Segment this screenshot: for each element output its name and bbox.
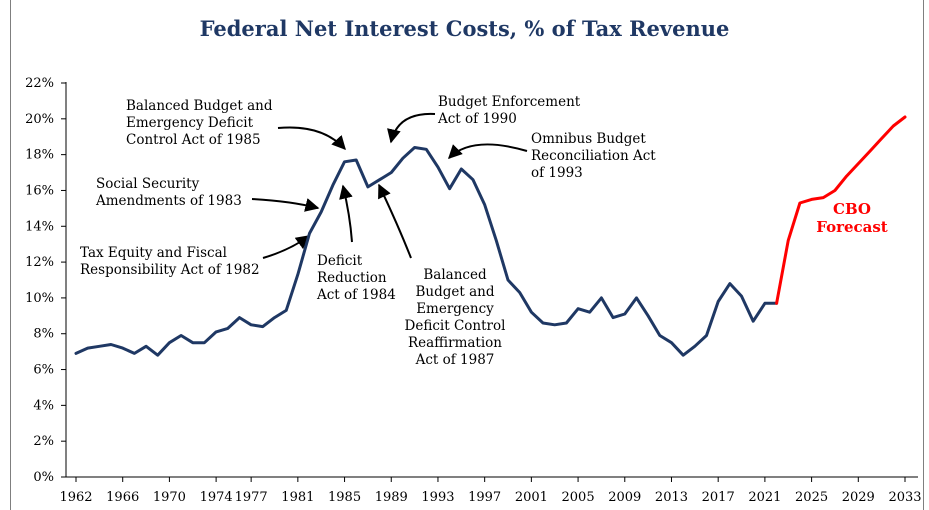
arrow-deficit-reduction-1984 <box>339 184 353 243</box>
arrow-balanced-budget-1985 <box>277 126 346 151</box>
annotation-deficit-reduction-1984: Deficit Reduction Act of 1984 <box>316 253 396 303</box>
x-tick-label: 2001 <box>515 490 548 505</box>
y-tick-label: 12% <box>25 255 54 270</box>
x-tick-label: 1997 <box>468 490 501 505</box>
y-tick-label: 16% <box>25 183 54 198</box>
y-tick-label: 4% <box>33 398 54 413</box>
series-line-forecast <box>775 115 907 305</box>
y-tick-label: 14% <box>25 219 54 234</box>
x-tick-label: 2009 <box>608 490 641 505</box>
y-tick-label: 0% <box>33 470 54 485</box>
y-tick-label: 2% <box>33 434 54 449</box>
x-tick-label: 2025 <box>795 490 828 505</box>
annotation-budget-enforcement-1990: Budget Enforcement Act of 1990 <box>437 94 581 127</box>
arrow-omnibus-budget-1993 <box>448 143 528 159</box>
x-tick-label: 1989 <box>375 490 408 505</box>
chart-title: Federal Net Interest Costs, % of Tax Rev… <box>199 16 730 41</box>
chart-frame <box>10 0 924 510</box>
arrow-budget-enforcement-1990 <box>387 112 436 144</box>
x-tick-label: 2033 <box>888 490 921 505</box>
annotation-balanced-budget-1985: Balanced Budget and Emergency Deficit Cont… <box>126 98 273 148</box>
y-tick-label: 22% <box>25 76 54 91</box>
x-tick-label: 2005 <box>562 490 595 505</box>
arrow-social-security-1983 <box>251 198 320 212</box>
x-tick-label: 1981 <box>281 490 314 505</box>
annotation-bbedc-reaffirmation-1987: Balanced Budget and Emergency Deficit Contr… <box>405 267 506 368</box>
arrow-bbedc-reaffirmation-1987 <box>378 183 412 259</box>
series-line-historical <box>74 146 779 357</box>
x-tick-label: 1993 <box>421 490 454 505</box>
x-tick-label: 2013 <box>655 490 688 505</box>
x-tick-label: 1962 <box>59 490 92 505</box>
annotation-cbo-forecast: CBO Forecast <box>816 200 888 236</box>
y-tick-label: 18% <box>25 148 54 163</box>
y-tick-label: 20% <box>25 112 54 127</box>
y-tick-label: 6% <box>33 363 54 378</box>
arrow-tefra-1982 <box>262 235 311 259</box>
y-tick-label: 10% <box>25 291 54 306</box>
y-tick-label: 8% <box>33 327 54 342</box>
annotation-tefra-1982: Tax Equity and Fiscal Responsibility Act … <box>80 245 260 278</box>
x-tick-label: 1985 <box>328 490 361 505</box>
annotation-social-security-1983: Social Security Amendments of 1983 <box>95 176 242 209</box>
x-tick-label: 1977 <box>235 490 268 505</box>
annotation-omnibus-budget-1993: Omnibus Budget Reconciliation Act of 1993 <box>531 131 656 181</box>
x-tick-label: 1974 <box>200 490 233 505</box>
x-tick-label: 2017 <box>702 490 735 505</box>
x-tick-label: 1966 <box>106 490 139 505</box>
x-tick-label: 2021 <box>748 490 781 505</box>
x-tick-label: 1970 <box>153 490 186 505</box>
x-tick-label: 2029 <box>842 490 875 505</box>
